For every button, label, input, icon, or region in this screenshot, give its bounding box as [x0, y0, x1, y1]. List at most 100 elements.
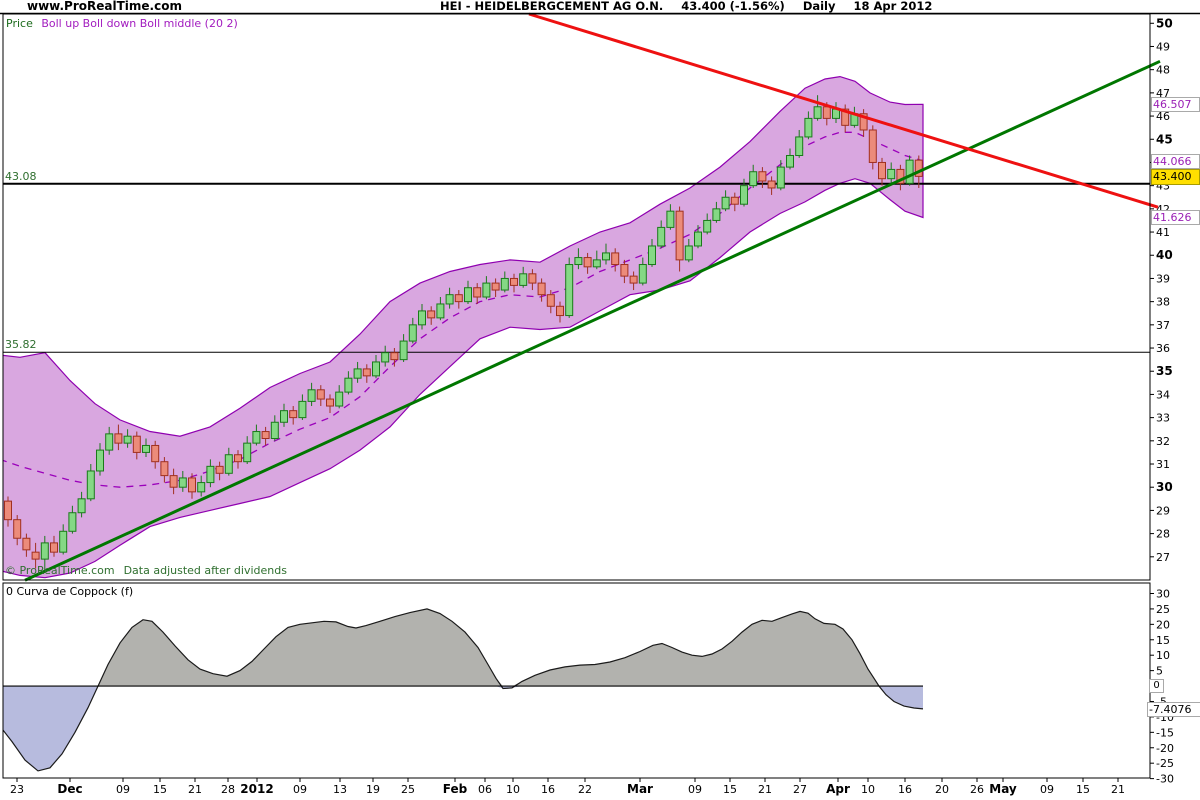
- coppock-tick-label: -25: [1156, 757, 1174, 770]
- candle-body: [436, 303, 445, 319]
- candle: [31, 542, 40, 569]
- candle: [574, 248, 583, 270]
- candle-body: [464, 287, 472, 303]
- candle-body: [721, 196, 730, 210]
- candle-body: [795, 136, 804, 157]
- candle-body: [905, 159, 914, 184]
- price-indicator-label[interactable]: Price Boll up Boll down Boll middle (20 …: [6, 17, 238, 30]
- candle: [13, 515, 22, 546]
- candle-body: [730, 196, 739, 205]
- candle: [491, 278, 500, 297]
- price-tick-label: 35: [1156, 364, 1173, 378]
- candle-body: [399, 340, 408, 361]
- candle: [270, 415, 279, 441]
- candle-body: [914, 159, 923, 177]
- bollinger-band-area: [3, 75, 924, 579]
- candle: [353, 361, 362, 383]
- coppock-tick-label: 25: [1156, 603, 1170, 616]
- candle-body: [841, 108, 850, 126]
- bollinger-middle-line: [3, 131, 924, 488]
- coppock-indicator-label[interactable]: 0 Curva de Coppock (f): [6, 585, 134, 598]
- candle: [59, 524, 68, 555]
- copyright-site: © ProRealTime.com: [5, 564, 115, 577]
- coppock-tick-label: 5: [1156, 665, 1163, 678]
- site-link[interactable]: www.ProRealTime.com: [27, 0, 182, 13]
- candle: [381, 345, 390, 367]
- candle-body: [510, 277, 518, 286]
- bollinger-band: [3, 75, 924, 579]
- red-trendline[interactable]: [528, 12, 1159, 209]
- candle: [602, 243, 610, 265]
- coppock-line: [3, 608, 924, 772]
- candle: [868, 125, 877, 170]
- last-price-label: 43.400: [1151, 169, 1200, 185]
- candle: [510, 273, 518, 293]
- candle: [813, 95, 822, 121]
- price-tick-label: 41: [1156, 226, 1170, 239]
- candle-body: [868, 129, 877, 163]
- candle: [50, 535, 58, 557]
- candle-body: [123, 435, 132, 444]
- time-tick-label: 09: [116, 783, 130, 796]
- price-label[interactable]: Price: [6, 17, 33, 30]
- candle: [786, 148, 794, 170]
- price-tick-label: 30: [1156, 480, 1173, 494]
- candle-body: [169, 475, 178, 488]
- candle-body: [215, 465, 224, 474]
- coppock-tick-label: -30: [1156, 773, 1174, 786]
- candle: [280, 403, 288, 427]
- candle-body: [408, 324, 417, 342]
- bollinger-settings-label[interactable]: Boll up Boll down Boll middle (20 2): [41, 17, 238, 30]
- candle-body: [261, 431, 270, 440]
- time-tick-label: 15: [1076, 783, 1090, 796]
- candle: [418, 303, 426, 330]
- price-tick-label: 45: [1156, 132, 1173, 146]
- candle-body: [684, 245, 693, 261]
- candle: [22, 533, 31, 557]
- candle-body: [243, 442, 252, 463]
- candle: [224, 447, 233, 476]
- coppock-positive-area: [3, 608, 923, 687]
- candle-body: [482, 282, 491, 298]
- candle-body: [197, 482, 206, 493]
- instrument-name: HEI - HEIDELBERGCEMENT AG O.N.: [440, 0, 664, 13]
- candle-body: [270, 421, 279, 440]
- candle: [878, 157, 886, 186]
- candle-body: [316, 389, 325, 400]
- candle-body: [50, 542, 58, 553]
- candle: [252, 424, 261, 446]
- candle-body: [749, 171, 758, 187]
- green-trendline[interactable]: [24, 59, 1161, 582]
- candle-body: [326, 398, 334, 407]
- candle-body: [289, 410, 298, 419]
- candle: [657, 220, 666, 249]
- candle: [804, 111, 813, 140]
- candle: [694, 225, 702, 249]
- time-tick-label: Dec: [57, 782, 82, 796]
- time-tick-label: 21: [1111, 783, 1125, 796]
- candle: [243, 436, 252, 465]
- session-date: 18 Apr 2012: [853, 0, 933, 13]
- coppock-value-label: -7.4076: [1147, 702, 1200, 717]
- time-tick-label: 06: [478, 783, 492, 796]
- candle: [795, 129, 804, 158]
- candle-body: [878, 161, 886, 180]
- candle: [96, 443, 104, 476]
- candle: [565, 257, 574, 318]
- candle-body: [574, 257, 583, 266]
- candle-body: [445, 294, 454, 305]
- candle-body: [638, 264, 647, 284]
- candle: [684, 239, 693, 263]
- candle: [316, 385, 325, 407]
- time-tick-label: Feb: [443, 782, 468, 796]
- boll-lower-label: 41.626: [1151, 210, 1200, 225]
- candle: [206, 459, 215, 488]
- price-tick-label: 39: [1156, 272, 1170, 285]
- candle: [758, 167, 767, 188]
- dividend-adjust-note: Data adjusted after dividends: [123, 564, 287, 577]
- candle-body: [859, 113, 868, 131]
- timeframe-label: Daily: [802, 0, 836, 13]
- time-tick-label: 09: [688, 783, 702, 796]
- coppock-tick-label: -20: [1156, 742, 1174, 755]
